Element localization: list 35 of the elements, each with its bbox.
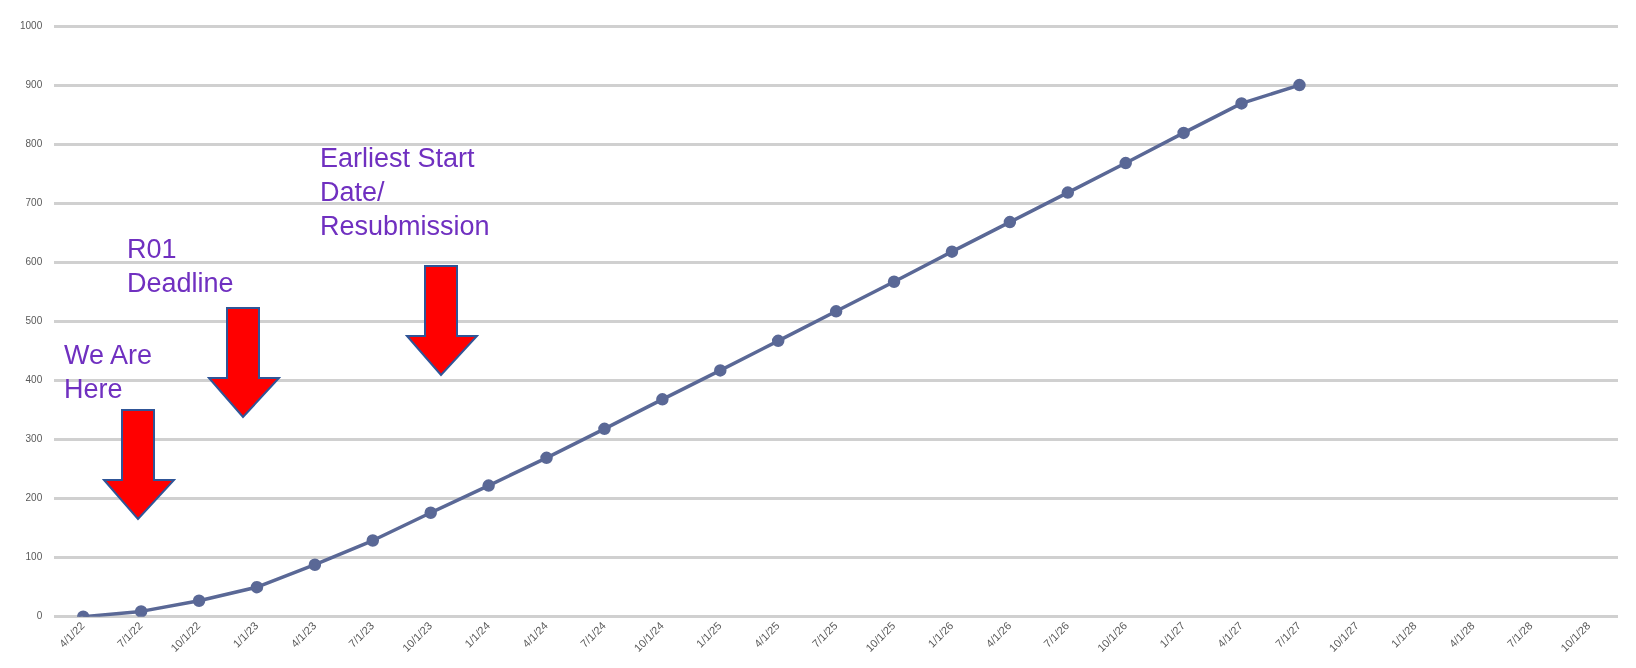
point (134, 605, 148, 617)
y-tick-label: 100 (25, 551, 43, 563)
point (482, 479, 495, 492)
annotation: We Are Here (64, 339, 154, 406)
point (945, 245, 959, 258)
point (1293, 78, 1306, 92)
y-tick-label: 500 (25, 315, 43, 327)
point (308, 558, 322, 571)
point (540, 451, 553, 465)
point (829, 305, 843, 318)
point (1061, 186, 1075, 199)
point (771, 334, 785, 348)
point (424, 506, 437, 519)
point (656, 393, 669, 406)
y-tick-label: 1000 (20, 19, 43, 31)
annotation: R01 Deadline (127, 233, 235, 300)
y-tick-label: 900 (25, 78, 43, 90)
annotation: Earliest Start Date/ Resubmission (320, 142, 491, 243)
y-tick-label: 800 (25, 137, 43, 149)
point (1235, 97, 1248, 110)
y-tick-label: 0 (36, 610, 43, 622)
point (1003, 215, 1017, 229)
y-tick-label: 200 (25, 492, 43, 504)
y-tick-label: 600 (25, 256, 43, 268)
y-tick-label: 400 (25, 374, 43, 386)
point (887, 275, 901, 289)
point (250, 580, 264, 594)
point (1119, 156, 1132, 170)
point (366, 534, 380, 547)
y-tick-label: 700 (25, 196, 43, 208)
point (714, 364, 727, 377)
point (192, 594, 206, 608)
y-tick-label: 300 (25, 433, 43, 445)
point (598, 422, 611, 436)
point (1177, 126, 1190, 140)
